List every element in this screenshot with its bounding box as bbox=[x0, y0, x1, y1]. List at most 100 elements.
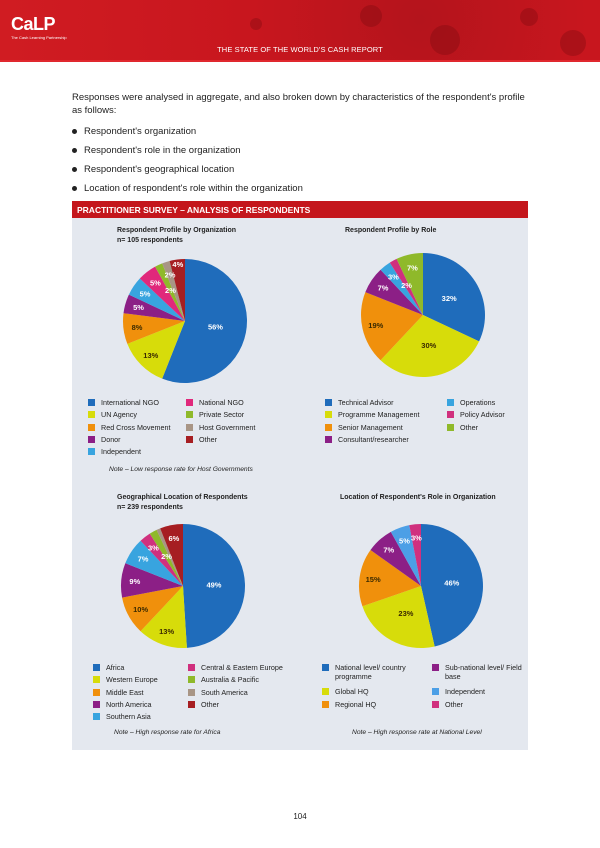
legend-label: Independent bbox=[445, 687, 485, 696]
legend-label: Operations bbox=[460, 398, 496, 407]
legend-label: North America bbox=[106, 699, 152, 709]
slice-data-label: 9% bbox=[129, 577, 140, 586]
legend-item: South America bbox=[188, 688, 298, 700]
legend-label: Policy Advisor bbox=[460, 410, 505, 420]
pie-slice bbox=[421, 524, 483, 647]
pie-slice bbox=[390, 525, 421, 586]
legend-swatch bbox=[322, 688, 329, 695]
legend-label: International NGO bbox=[101, 398, 159, 407]
legend-item: Middle East bbox=[93, 688, 178, 700]
legend-item: Host Government bbox=[186, 423, 296, 435]
slice-data-label: 5% bbox=[140, 290, 151, 299]
legend-label: Middle East bbox=[106, 687, 144, 697]
chart-title: Geographical Location of Respondents n= 2… bbox=[117, 494, 248, 511]
slice-data-label: 2% bbox=[401, 281, 412, 290]
legend-item: Global HQ bbox=[322, 687, 422, 699]
pie-slice bbox=[380, 262, 423, 315]
pie-slice bbox=[423, 253, 485, 342]
slice-data-label: 10% bbox=[133, 605, 148, 614]
slice-data-label: 3% bbox=[148, 543, 159, 552]
pie-slice bbox=[365, 269, 423, 315]
legend-swatch bbox=[188, 664, 195, 671]
legend-label: UN Agency bbox=[101, 410, 137, 420]
legend-label: Africa bbox=[106, 663, 125, 672]
slice-data-label: 7% bbox=[138, 555, 149, 564]
legend-item: Programme Management bbox=[325, 410, 437, 422]
legend-organization: International NGO UN Agency Red Cross Move… bbox=[88, 398, 296, 459]
legend-label: Other bbox=[460, 422, 478, 432]
slice-data-label: 3% bbox=[411, 534, 422, 543]
legend-item: Other bbox=[447, 423, 537, 435]
pie-slice bbox=[155, 263, 185, 321]
pie-slice bbox=[389, 258, 423, 315]
legend-swatch bbox=[432, 701, 439, 708]
legend-role-location: National level/ country programme Global … bbox=[322, 663, 522, 713]
slice-data-label: 15% bbox=[366, 575, 381, 584]
legend-label: Other bbox=[201, 699, 219, 709]
pie-slice bbox=[140, 586, 187, 648]
legend-item: Senior Management bbox=[325, 423, 437, 435]
pie-chart-role-location: 46% 23% 15% 7% 5% 3% bbox=[359, 524, 483, 648]
slice-data-label: 7% bbox=[378, 284, 389, 293]
logo-text: CaLP bbox=[11, 14, 56, 34]
legend-item: North America bbox=[93, 700, 178, 712]
pie-slice bbox=[140, 533, 183, 586]
slice-data-label: 2% bbox=[161, 552, 172, 561]
slice-data-label: 23% bbox=[398, 609, 413, 618]
pie-slice bbox=[128, 278, 185, 321]
slice-data-label: 5% bbox=[133, 303, 144, 312]
legend-swatch bbox=[93, 713, 100, 721]
legend-swatch bbox=[88, 411, 95, 419]
pie-slice bbox=[123, 313, 185, 344]
legend-label: Other bbox=[445, 700, 463, 709]
legend-label: Global HQ bbox=[335, 687, 369, 696]
legend-swatch bbox=[447, 411, 454, 419]
legend-item: Policy Advisor bbox=[447, 410, 537, 422]
pie-slice bbox=[123, 294, 185, 321]
calp-logo: CaLP The Cash Learning Partnership bbox=[11, 14, 67, 40]
legend-item: International NGO bbox=[88, 398, 176, 410]
legend-label: Senior Management bbox=[338, 422, 403, 432]
pie-chart-geography: 49% 13% 10% 9% 7% 3%2% 6% bbox=[121, 524, 245, 648]
legend-swatch bbox=[188, 700, 195, 708]
legend-label: National level/ country programme bbox=[335, 663, 406, 681]
legend-label: Sub-national level/ Field base bbox=[445, 663, 522, 681]
legend-item: Other bbox=[432, 700, 522, 712]
legend-item: Africa bbox=[93, 663, 178, 675]
legend-swatch bbox=[186, 399, 193, 406]
legend-item: Sub-national level/ Field base bbox=[432, 663, 522, 681]
legend-label: Australia & Pacific bbox=[201, 675, 259, 685]
legend-swatch bbox=[188, 688, 195, 696]
legend-swatch bbox=[93, 676, 100, 684]
slice-data-label: 6% bbox=[169, 534, 180, 543]
legend-role: Technical Advisor Programme Management Sen… bbox=[325, 398, 537, 447]
pie-slice bbox=[370, 531, 421, 586]
legend-label: Central & Eastern Europe bbox=[201, 663, 283, 672]
header-banner: CaLP The Cash Learning Partnership THE S… bbox=[0, 0, 600, 62]
legend-item: Western Europe bbox=[93, 675, 178, 687]
legend-swatch bbox=[325, 435, 332, 443]
legend-item: Technical Advisor bbox=[325, 398, 437, 410]
legend-label: Consultant/researcher bbox=[338, 434, 409, 444]
legend-label: Private Sector bbox=[199, 410, 245, 420]
pie-slice bbox=[160, 524, 183, 586]
slice-data-label: 2% bbox=[165, 286, 176, 295]
legend-swatch bbox=[322, 664, 329, 671]
legend-swatch bbox=[88, 399, 95, 406]
pie-slice bbox=[396, 253, 423, 315]
pie-slice bbox=[183, 524, 245, 648]
legend-swatch bbox=[88, 448, 95, 456]
report-title: THE STATE OF THE WORLD'S CASH REPORT bbox=[217, 45, 383, 54]
legend-item: Independent bbox=[88, 447, 176, 459]
pie-chart-role: 32% 30% 19% 7% 3%2% 7% bbox=[361, 253, 485, 377]
legend-swatch bbox=[186, 423, 193, 431]
legend-swatch bbox=[188, 676, 195, 684]
legend-item: Donor bbox=[88, 435, 176, 447]
pie-slice bbox=[156, 528, 183, 586]
legend-swatch bbox=[447, 423, 454, 431]
legend-item: Central & Eastern Europe bbox=[188, 663, 298, 675]
legend-label: Red Cross Movement bbox=[101, 422, 171, 432]
legend-swatch bbox=[432, 664, 439, 671]
slice-data-label: 32% bbox=[442, 294, 457, 303]
legend-item: Operations bbox=[447, 398, 537, 410]
